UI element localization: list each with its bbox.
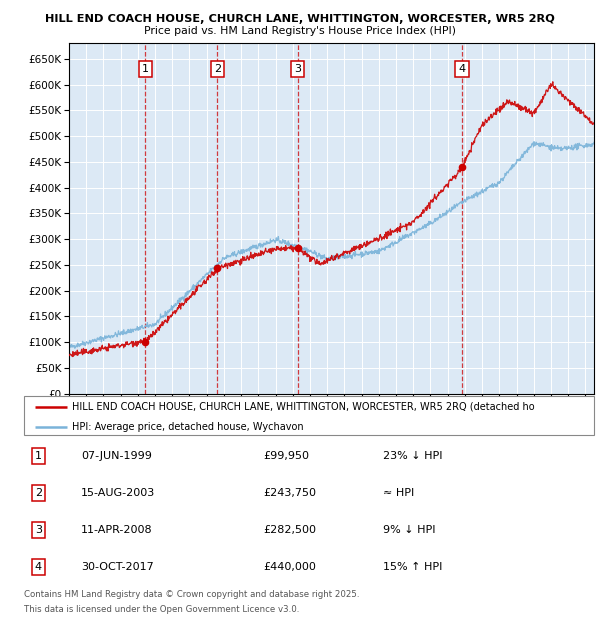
Text: 1: 1 [35, 451, 42, 461]
Text: 4: 4 [35, 562, 42, 572]
Text: ≈ HPI: ≈ HPI [383, 488, 415, 498]
Text: 07-JUN-1999: 07-JUN-1999 [81, 451, 152, 461]
Text: £99,950: £99,950 [263, 451, 310, 461]
Text: £243,750: £243,750 [263, 488, 316, 498]
Text: Price paid vs. HM Land Registry's House Price Index (HPI): Price paid vs. HM Land Registry's House … [144, 26, 456, 36]
Text: £282,500: £282,500 [263, 525, 316, 535]
Text: HILL END COACH HOUSE, CHURCH LANE, WHITTINGTON, WORCESTER, WR5 2RQ: HILL END COACH HOUSE, CHURCH LANE, WHITT… [45, 14, 555, 24]
Text: 1: 1 [142, 64, 149, 74]
Text: HILL END COACH HOUSE, CHURCH LANE, WHITTINGTON, WORCESTER, WR5 2RQ (detached ho: HILL END COACH HOUSE, CHURCH LANE, WHITT… [73, 402, 535, 412]
Text: 9% ↓ HPI: 9% ↓ HPI [383, 525, 436, 535]
Text: 3: 3 [35, 525, 42, 535]
Text: 23% ↓ HPI: 23% ↓ HPI [383, 451, 443, 461]
Text: 2: 2 [35, 488, 42, 498]
Text: £440,000: £440,000 [263, 562, 316, 572]
Text: 3: 3 [294, 64, 301, 74]
Text: 30-OCT-2017: 30-OCT-2017 [81, 562, 154, 572]
Text: 4: 4 [458, 64, 466, 74]
Text: HPI: Average price, detached house, Wychavon: HPI: Average price, detached house, Wych… [73, 422, 304, 432]
Text: 15% ↑ HPI: 15% ↑ HPI [383, 562, 442, 572]
Text: This data is licensed under the Open Government Licence v3.0.: This data is licensed under the Open Gov… [24, 604, 299, 614]
Text: 11-APR-2008: 11-APR-2008 [81, 525, 152, 535]
Text: 15-AUG-2003: 15-AUG-2003 [81, 488, 155, 498]
Text: Contains HM Land Registry data © Crown copyright and database right 2025.: Contains HM Land Registry data © Crown c… [24, 590, 359, 600]
FancyBboxPatch shape [24, 396, 594, 435]
Text: 2: 2 [214, 64, 221, 74]
